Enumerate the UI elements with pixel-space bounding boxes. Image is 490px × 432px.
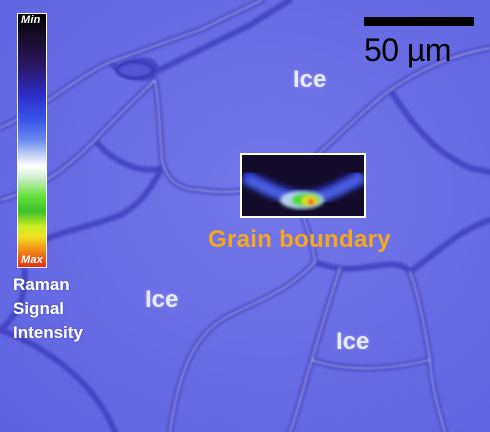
colorbar-title-line-2: Signal [13,299,65,318]
colorbar-min-label: Min [21,14,41,26]
raman-heatmap [242,155,364,216]
colorbar-title-line-1: Raman [13,275,70,294]
ice-label: Ice [145,286,179,313]
raman-map-inset [240,153,366,218]
scale-bar-label: 50 µm [364,32,452,68]
scale-bar [364,17,474,26]
ice-label: Ice [293,66,327,93]
colorbar-max-label: Max [21,254,43,266]
colorbar-title: Raman Signal Intensity [13,273,83,345]
grain-boundary-label: Grain boundary [208,226,391,253]
colorbar [17,13,47,268]
colorbar-title-line-3: Intensity [13,323,83,342]
ice-label: Ice [336,328,370,355]
